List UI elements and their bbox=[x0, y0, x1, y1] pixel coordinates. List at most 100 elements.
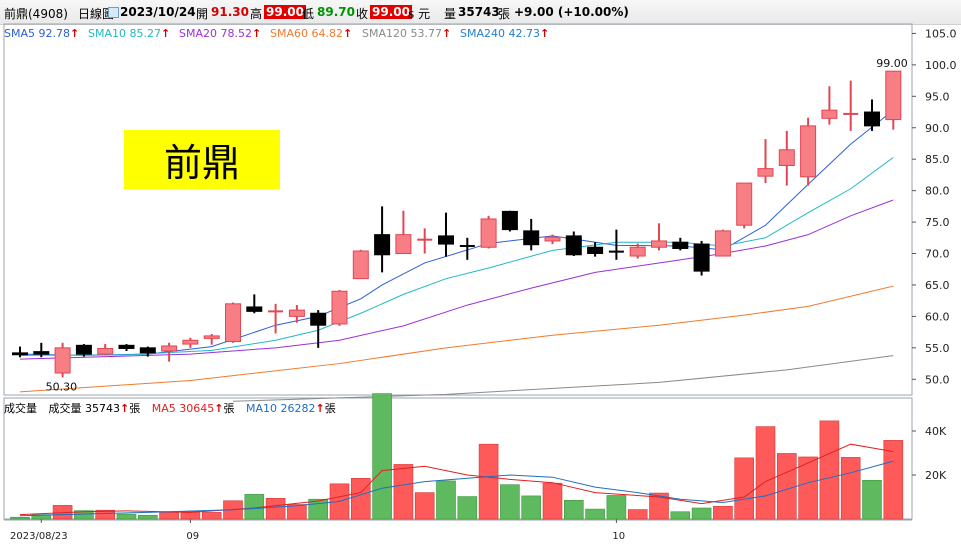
stock-name: 前鼎(4908) bbox=[4, 7, 68, 21]
price-tick-label: 95.0 bbox=[925, 90, 950, 103]
volume-bar bbox=[10, 516, 30, 520]
volume-bar bbox=[457, 496, 478, 520]
volume-legend: 成交量 成交量 35743↑張 MA5 30645↑張 MA10 26282↑張 bbox=[4, 400, 336, 416]
candle-body bbox=[693, 243, 710, 272]
volume-ma-line-ma10 bbox=[19, 460, 894, 517]
date-value: 2023/10/24 bbox=[120, 5, 196, 19]
price-tick-label: 65.0 bbox=[925, 279, 950, 292]
candle-body bbox=[565, 235, 582, 256]
candle-body bbox=[544, 236, 561, 242]
volume-bar bbox=[627, 509, 648, 520]
open-value: 91.30 bbox=[211, 5, 249, 19]
volume-tick-label: 20K bbox=[925, 469, 947, 482]
volume-bar bbox=[393, 464, 414, 520]
currency-label: s 元 bbox=[408, 7, 431, 21]
price-tick-label: 100.0 bbox=[925, 59, 957, 72]
close-value: 99.00 bbox=[370, 5, 412, 19]
price-tick-label: 70.0 bbox=[925, 248, 950, 261]
volume-bar bbox=[670, 511, 691, 520]
sma-legend-sma20: SMA20 78.52↑ bbox=[179, 27, 261, 40]
volume-bar bbox=[563, 499, 584, 520]
price-tick-label: 55.0 bbox=[925, 342, 950, 355]
high-label: 高 bbox=[250, 7, 263, 21]
volume-bar bbox=[542, 482, 563, 520]
price-tick-label: 90.0 bbox=[925, 122, 950, 135]
candle-body bbox=[778, 149, 795, 166]
candle-body bbox=[225, 303, 241, 343]
price-tick-label: 85.0 bbox=[925, 153, 950, 166]
volume-bar bbox=[74, 510, 94, 520]
up-arrow-icon: ↑ bbox=[315, 402, 325, 415]
open-label: 開 bbox=[196, 7, 209, 21]
volume-bar bbox=[734, 457, 755, 520]
period-label: 日線圖 bbox=[78, 7, 115, 21]
up-arrow-icon: ↑ bbox=[251, 27, 262, 40]
candle-body bbox=[75, 344, 92, 355]
candle-body bbox=[438, 235, 454, 245]
candle-body bbox=[864, 111, 880, 127]
candle-body bbox=[736, 182, 753, 226]
candle-body bbox=[672, 241, 689, 249]
header-bar: 前鼎(4908) 日線圖 2023/10/24 開 91.30 高 99.00 … bbox=[0, 0, 961, 25]
sma-line-sma20 bbox=[19, 199, 894, 360]
price-tick-label: 60.0 bbox=[925, 310, 950, 323]
stock-title-box: 前鼎 bbox=[124, 130, 280, 189]
low-label: 低 bbox=[302, 7, 315, 21]
price-tick-label: 50.0 bbox=[925, 373, 950, 386]
sma-line-sma120 bbox=[232, 355, 894, 402]
sma-legend-sma5: SMA5 92.78↑ bbox=[4, 27, 79, 40]
volume-bar bbox=[755, 426, 776, 520]
candle-body bbox=[288, 309, 305, 317]
sma5-label: SMA5 92.78 bbox=[4, 27, 70, 40]
date-tick-label: 10 bbox=[612, 531, 625, 542]
candle-body bbox=[139, 347, 156, 354]
volume-bar bbox=[372, 393, 392, 520]
sma-line-sma10 bbox=[19, 157, 894, 356]
candle-body bbox=[714, 230, 731, 257]
volume-bar bbox=[95, 509, 115, 520]
sma20-label: SMA20 78.52 bbox=[179, 27, 252, 40]
volume-tick-label: 40K bbox=[925, 425, 947, 438]
change-value: +9.00 (+10.00%) bbox=[514, 5, 629, 19]
candle-body bbox=[97, 347, 114, 355]
candle-body bbox=[629, 246, 646, 257]
volume-bar bbox=[478, 443, 499, 520]
up-arrow-icon: ↑ bbox=[441, 27, 452, 40]
date-tick-label: 2023/08/23 bbox=[10, 531, 68, 542]
volume-bar bbox=[798, 456, 818, 520]
volume-unit: 張 bbox=[498, 7, 511, 21]
candle-body bbox=[587, 246, 604, 255]
up-arrow-icon: ↑ bbox=[69, 27, 80, 40]
volume-bar bbox=[862, 479, 882, 520]
candle-body bbox=[161, 345, 178, 352]
sma-legend-sma120: SMA120 53.77↑ bbox=[362, 27, 451, 40]
candle-body bbox=[352, 250, 369, 280]
sma60-label: SMA60 64.82 bbox=[270, 27, 343, 40]
candle-body bbox=[33, 351, 50, 355]
candle-body bbox=[821, 109, 838, 119]
price-panel-frame bbox=[3, 23, 913, 396]
candle-body bbox=[480, 218, 497, 248]
sma-line-sma60 bbox=[19, 285, 894, 393]
up-arrow-icon: ↑ bbox=[214, 402, 224, 415]
candle-body bbox=[501, 210, 518, 231]
volume-bar bbox=[265, 498, 286, 520]
volume-bar bbox=[883, 440, 904, 520]
volume-bar bbox=[691, 507, 712, 520]
low-value: 89.70 bbox=[317, 5, 355, 19]
price-tick-label: 105.0 bbox=[925, 27, 957, 40]
volume-bar bbox=[819, 420, 840, 520]
up-arrow-icon: ↑ bbox=[120, 402, 130, 415]
candle-body bbox=[800, 125, 817, 178]
calendar-icon[interactable] bbox=[108, 7, 119, 18]
up-arrow-icon: ↑ bbox=[342, 27, 353, 40]
volume-bar bbox=[606, 495, 627, 520]
high-annotation: 99.00 bbox=[876, 57, 908, 70]
sma10-label: SMA10 85.27 bbox=[88, 27, 161, 40]
price-tick-label: 80.0 bbox=[925, 185, 950, 198]
volume-ma5-legend: MA5 30645↑張 bbox=[151, 402, 235, 415]
candle-body bbox=[331, 290, 348, 325]
volume-bar bbox=[500, 484, 520, 520]
